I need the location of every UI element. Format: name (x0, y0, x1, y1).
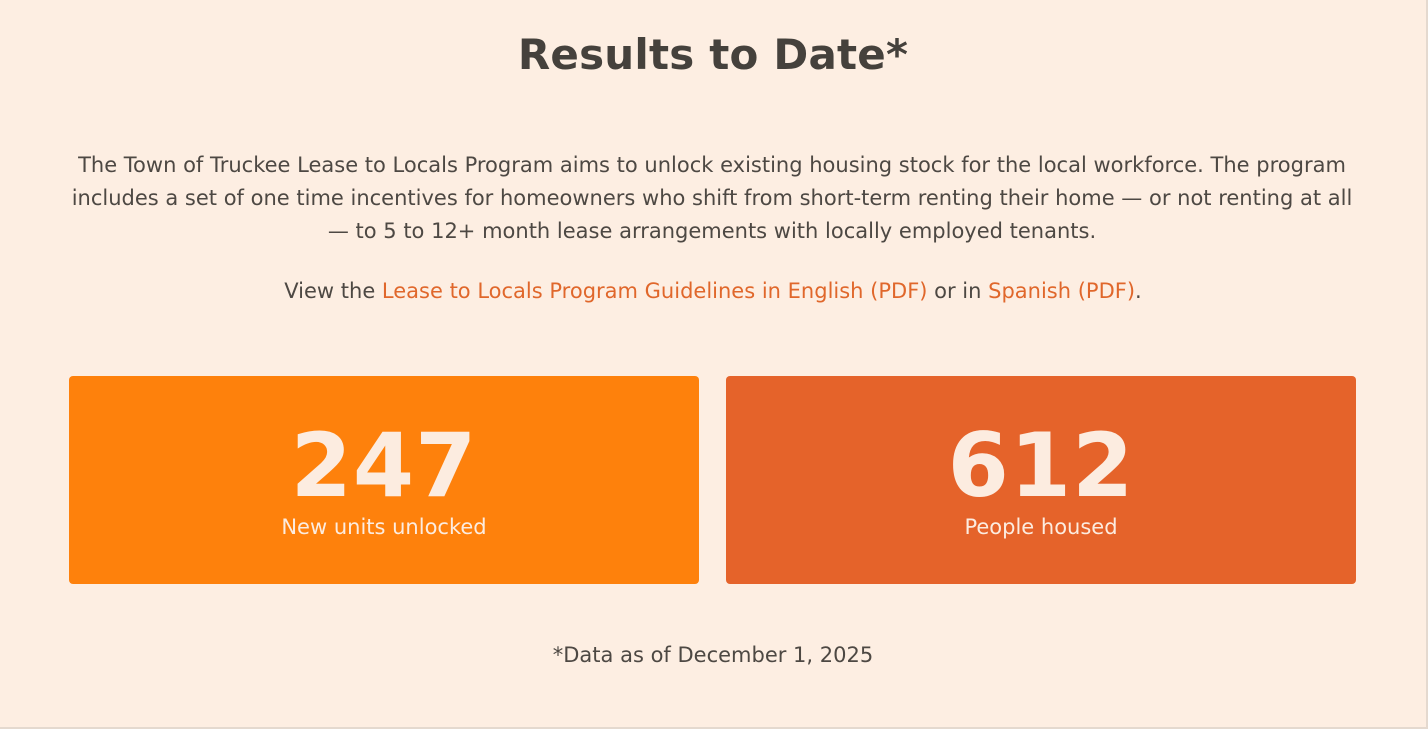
stat-label: People housed (964, 515, 1118, 539)
guidelines-middle: or in (927, 279, 989, 303)
stat-label: New units unlocked (281, 515, 487, 539)
guidelines-text: View the Lease to Locals Program Guideli… (0, 275, 1426, 308)
spanish-guidelines-link[interactable]: Spanish (PDF) (988, 279, 1136, 303)
data-footnote: *Data as of December 1, 2025 (552, 643, 874, 667)
stat-card-units: 247 New units unlocked (69, 376, 699, 584)
stat-value: 612 (947, 414, 1135, 517)
stat-value: 247 (290, 414, 478, 517)
stat-card-people: 612 People housed (726, 376, 1356, 584)
guidelines-prefix: View the (284, 279, 382, 303)
guidelines-suffix: . (1135, 279, 1142, 303)
page-title: Results to Date* (517, 30, 909, 79)
english-guidelines-link[interactable]: Lease to Locals Program Guidelines in En… (381, 279, 928, 303)
program-description: The Town of Truckee Lease to Locals Prog… (71, 153, 1353, 243)
